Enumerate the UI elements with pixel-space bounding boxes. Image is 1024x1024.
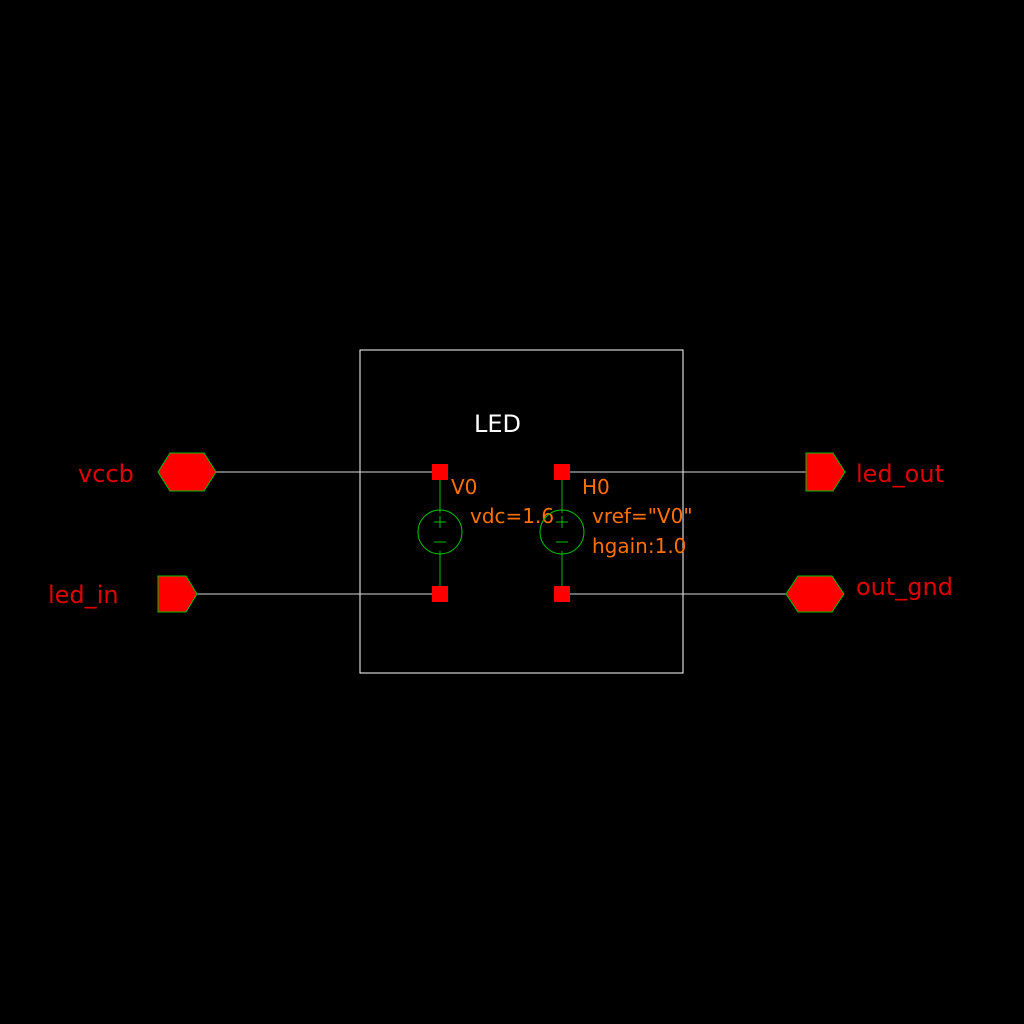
pin-led-in[interactable]: led_in [48,575,198,613]
h0-terminal-plus[interactable] [554,464,570,480]
h0-terminal-minus[interactable] [554,586,570,602]
h0-param-vref: vref="V0" [592,504,693,528]
pin-led-out-shape[interactable] [805,452,846,492]
h0-source-symbol [539,509,585,555]
h0-param-hgain: hgain:1.0 [592,534,686,558]
pin-led-out[interactable]: led_out [805,452,944,492]
h0-instance-name: H0 [582,475,610,499]
wires [197,471,806,595]
v0-terminal-minus[interactable] [432,586,448,602]
pin-led-out-label: led_out [856,460,944,488]
pin-led-in-shape[interactable] [157,575,198,613]
pin-out-gnd[interactable]: out_gnd [785,573,953,613]
instance-h0[interactable]: H0 vref="V0" hgain:1.0 [539,464,693,602]
cell-boundary [359,349,684,674]
instance-v0[interactable]: V0 vdc=1.6 [417,464,554,602]
cell-name-label: LED [474,410,521,438]
v0-source-symbol [417,509,463,555]
pin-vccb-label: vccb [78,460,134,488]
pin-led-in-label: led_in [48,581,119,609]
pin-vccb[interactable]: vccb [78,452,217,492]
v0-terminal-plus[interactable] [432,464,448,480]
pin-out-gnd-shape[interactable] [785,575,845,613]
pin-out-gnd-label: out_gnd [856,573,953,601]
pin-vccb-shape[interactable] [157,452,217,492]
v0-param-vdc: vdc=1.6 [470,504,554,528]
v0-instance-name: V0 [451,475,477,499]
